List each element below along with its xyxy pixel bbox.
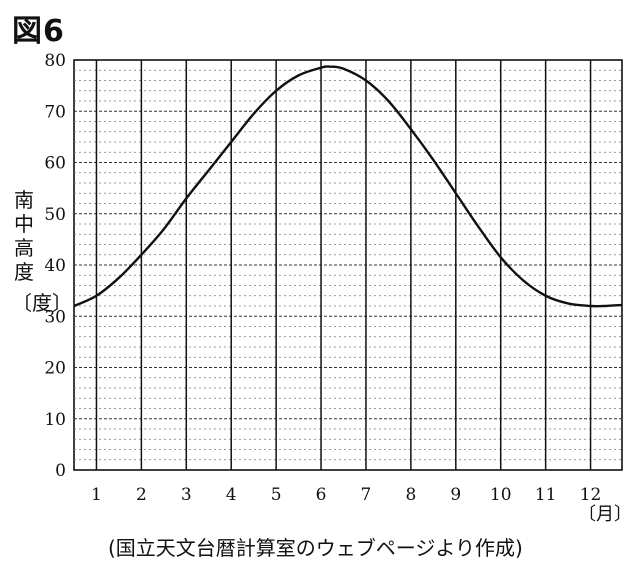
y-tick-80: 80 [44,51,66,71]
series-line-0 [73,65,623,308]
major-gridlines [74,110,622,420]
x-axis-unit: 〔月〕 [578,504,632,525]
x-tick-7: 7 [361,485,372,505]
y-axis-label: 南中高度 [14,188,34,284]
y-tick-70: 70 [44,102,66,122]
x-tick-labels: 1 2 3 4 5 6 7 8 9 10 11 12 [91,485,601,505]
y-tick-labels: 0 10 20 30 40 50 60 70 80 [44,51,66,481]
figure-label: 図6 [12,14,65,49]
y-axis-unit: 〔度〕 [12,291,72,315]
series-line-layer [73,65,623,308]
x-tick-2: 2 [136,485,147,505]
y-tick-40: 40 [44,256,66,276]
minor-gridlines [74,69,622,461]
x-tick-10: 10 [490,485,512,505]
source-note: (国立天文台暦計算室のウェブページより作成) [108,536,523,560]
y-tick-50: 50 [44,205,66,225]
x-tick-12: 12 [580,485,602,505]
y-tick-20: 20 [44,359,66,379]
y-tick-30: 30 [44,307,66,327]
x-tick-6: 6 [316,485,327,505]
x-tick-3: 3 [181,485,192,505]
y-tick-60: 60 [44,154,66,174]
x-tick-1: 1 [91,485,102,505]
y-tick-10: 10 [44,410,66,430]
x-tick-9: 9 [450,485,461,505]
x-tick-8: 8 [405,485,416,505]
y-tick-0: 0 [55,461,66,481]
x-tick-5: 5 [271,485,282,505]
x-tick-4: 4 [226,485,237,505]
month-gridlines [95,60,592,470]
x-tick-11: 11 [535,485,557,505]
